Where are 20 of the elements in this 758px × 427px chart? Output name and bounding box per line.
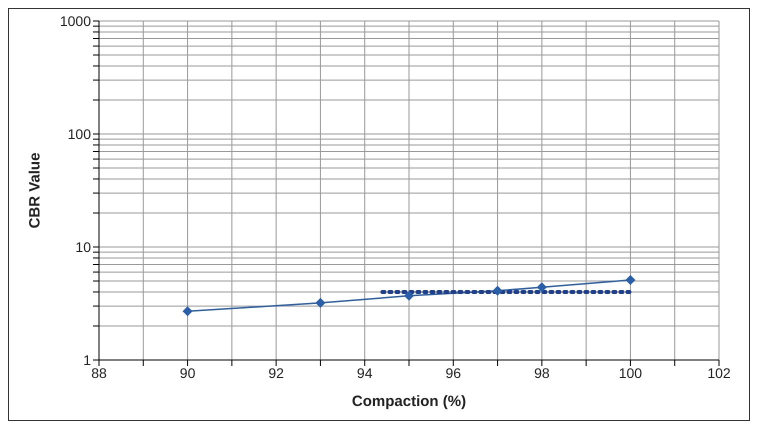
point [404, 290, 414, 301]
x-tick-label: 88 [91, 364, 107, 381]
point [625, 275, 636, 286]
y-tick-label: 10 [75, 238, 92, 255]
x-tick-label: 96 [445, 364, 462, 381]
x-tick-label: 92 [268, 364, 284, 381]
point [182, 306, 193, 316]
point [536, 282, 547, 292]
x-tick-label: 90 [180, 364, 196, 381]
point [492, 286, 503, 296]
y-tick-label: 100 [68, 126, 92, 142]
x-tick-label: 102 [707, 364, 731, 381]
y-axis-title: CBR Value [26, 152, 44, 228]
x-tick-label: 98 [534, 364, 550, 381]
x-tick-label: 100 [618, 364, 642, 381]
x-tick-label: 94 [356, 364, 373, 381]
point [315, 298, 326, 308]
y-tick-label: 1 [83, 352, 92, 368]
y-tick-label: 1000 [60, 12, 92, 29]
x-axis-title: Compaction (%) [352, 393, 466, 410]
